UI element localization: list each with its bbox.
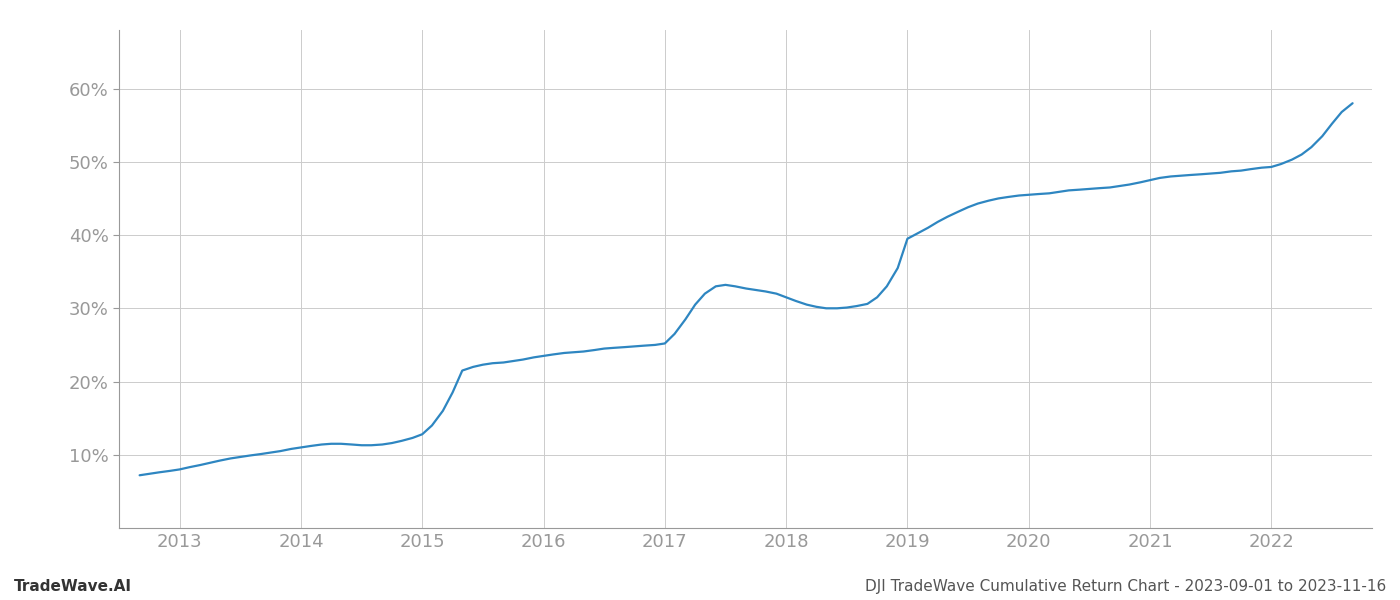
Text: DJI TradeWave Cumulative Return Chart - 2023-09-01 to 2023-11-16: DJI TradeWave Cumulative Return Chart - … [865, 579, 1386, 594]
Text: TradeWave.AI: TradeWave.AI [14, 579, 132, 594]
